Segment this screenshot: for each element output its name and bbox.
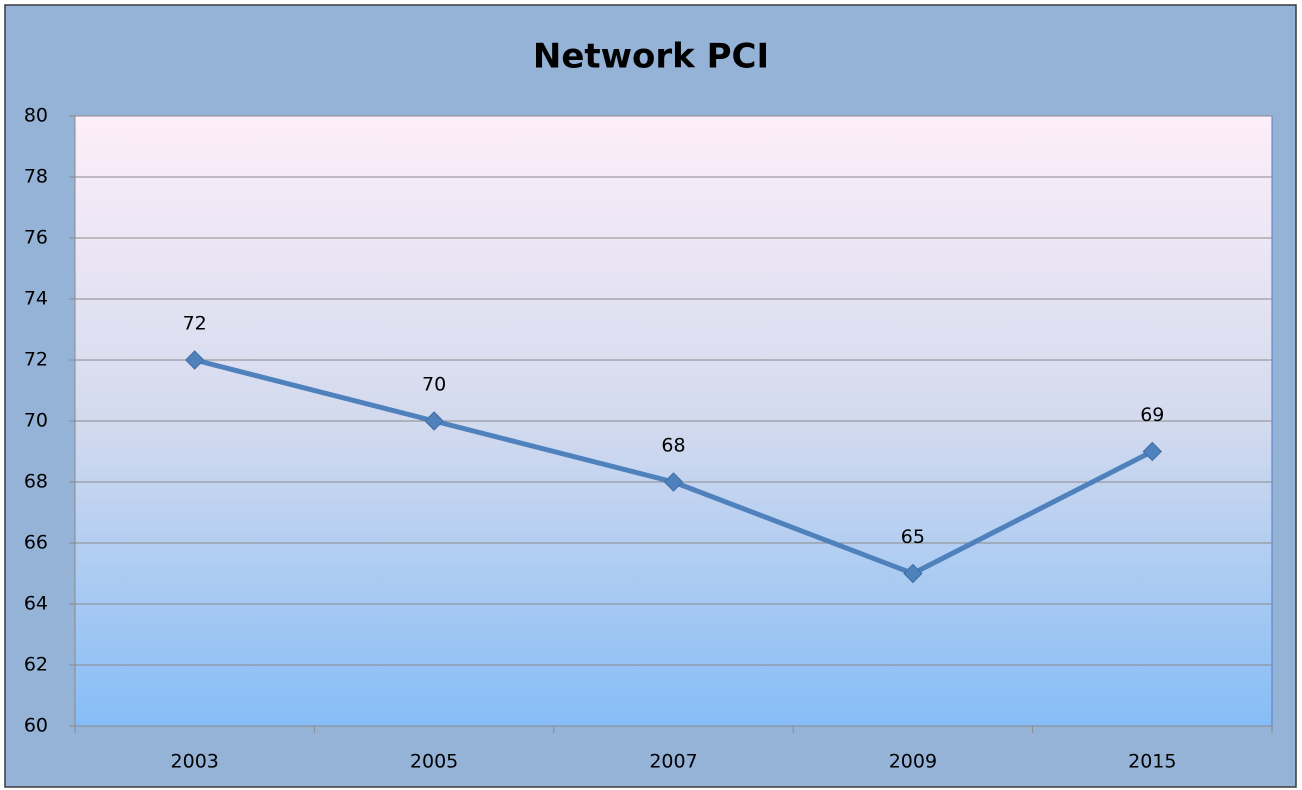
y-tick-label: 68	[24, 471, 48, 493]
x-tick-label: 2009	[889, 751, 937, 773]
x-tick-label: 2007	[649, 751, 697, 773]
x-tick-label: 2005	[410, 751, 458, 773]
y-tick-label: 62	[24, 654, 48, 676]
data-label: 72	[183, 313, 207, 335]
y-tick-label: 74	[24, 288, 48, 310]
y-tick-label: 64	[24, 593, 48, 615]
y-tick-label: 78	[24, 166, 48, 188]
y-tick-label: 72	[24, 349, 48, 371]
x-tick-label: 2015	[1128, 751, 1176, 773]
marker	[184, 350, 205, 370]
marker	[424, 411, 444, 431]
marker	[1142, 441, 1163, 462]
data-label: 68	[661, 435, 685, 457]
chart-title: Network PCI	[533, 37, 769, 77]
marker	[663, 472, 684, 492]
data-label: 70	[422, 374, 446, 396]
y-tick-label: 60	[24, 715, 48, 737]
y-tick-label: 80	[24, 105, 48, 127]
data-label: 69	[1140, 404, 1164, 426]
marker	[903, 563, 923, 584]
x-tick-label: 2003	[171, 751, 219, 773]
y-tick-label: 66	[24, 532, 48, 554]
data-label: 65	[901, 526, 925, 548]
y-tick-label: 76	[24, 227, 48, 249]
y-tick-label: 70	[24, 410, 48, 432]
